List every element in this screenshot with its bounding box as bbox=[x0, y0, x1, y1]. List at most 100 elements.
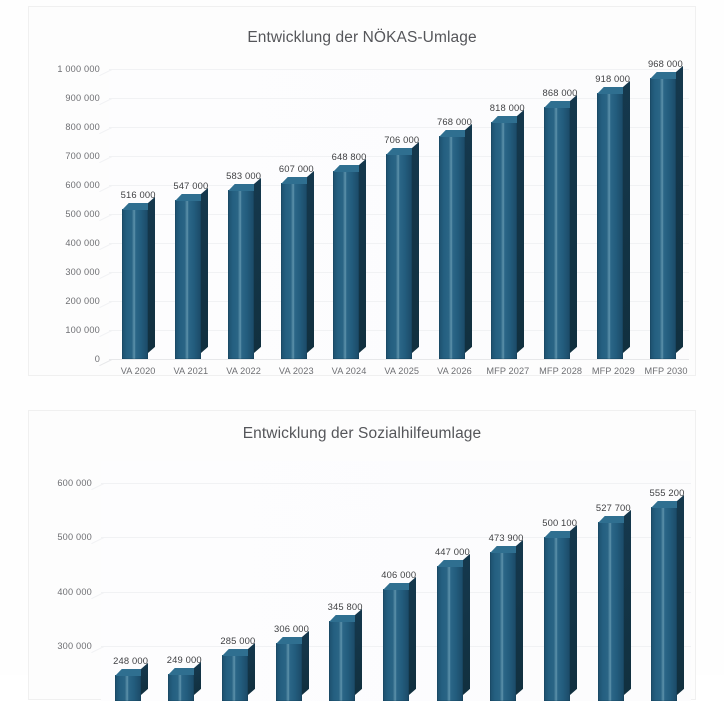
bar-value-label: 706 000 bbox=[384, 134, 420, 146]
bar[interactable]: 648 800 bbox=[332, 151, 366, 359]
chart-title-nokas: Entwicklung der NÖKAS-Umlage bbox=[247, 29, 477, 46]
plot-area-nokas: 0 100 000 200 000 300 000 400 000 500 000 600 … bbox=[29, 7, 695, 376]
bar-group[interactable]: 447 000 bbox=[423, 546, 477, 701]
bar-value-label: 918 000 bbox=[595, 72, 631, 84]
gridline: 0 bbox=[95, 354, 689, 364]
bar-value-label: 555 200 bbox=[649, 487, 685, 499]
bars-sozial: 248 000 249 000 285 000 306 000 345 800 406 0… bbox=[101, 461, 691, 701]
bars-nokas: 516 000 VA 2020 547 000 VA 2021 583 000 VA 20… bbox=[109, 58, 689, 376]
x-axis-tick-label: VA 2021 bbox=[173, 366, 209, 376]
bar-value-label: 306 000 bbox=[274, 623, 309, 635]
x-axis-tick-label: VA 2025 bbox=[384, 366, 420, 376]
bar-group[interactable]: 555 200 bbox=[637, 487, 691, 701]
y-axis-tick-label: 0 bbox=[94, 354, 100, 364]
bar-group[interactable]: 607 000 VA 2023 bbox=[267, 163, 320, 376]
plot-inner-nokas: 0 100 000 200 000 300 000 400 000 500 000 600 … bbox=[57, 58, 689, 376]
bar-value-label: 500 100 bbox=[542, 517, 578, 529]
bar-value-label: 527 700 bbox=[595, 502, 631, 514]
bar-group[interactable]: 406 000 bbox=[369, 569, 423, 701]
bar[interactable]: 473 900 bbox=[489, 532, 523, 701]
bar-group[interactable]: 918 000 MFP 2029 bbox=[584, 73, 637, 376]
bar[interactable]: 345 800 bbox=[328, 601, 362, 701]
bar-group[interactable]: 768 000 VA 2026 bbox=[425, 116, 478, 376]
bar[interactable]: 583 000 bbox=[226, 170, 261, 359]
page-root: Entwicklung der NÖKAS-Umlage 0 100 000 200… bbox=[0, 0, 724, 675]
y-axis-tick-label: 300 000 bbox=[57, 641, 92, 652]
x-axis-tick-label: VA 2024 bbox=[331, 366, 367, 376]
gridline: 900 000 bbox=[65, 93, 689, 103]
bar-value-label: 968 000 bbox=[647, 58, 683, 70]
bar[interactable]: 918 000 bbox=[595, 73, 630, 359]
chart-panel-sozial: Entwicklung der Sozialhilfeumlage 300 00… bbox=[28, 410, 696, 701]
bar-value-label: 473 900 bbox=[488, 531, 524, 543]
plot-inner-sozial: 300 000 400 000 500 000 600 000 248 000 249 … bbox=[57, 461, 691, 701]
bar[interactable]: 706 000 bbox=[384, 134, 419, 359]
bar[interactable]: 818 000 bbox=[490, 102, 525, 359]
bar[interactable]: 868 000 bbox=[542, 87, 577, 359]
bar-value-label: 447 000 bbox=[434, 546, 470, 558]
bar[interactable]: 306 000 bbox=[274, 623, 309, 701]
bar-group[interactable]: 249 000 bbox=[155, 654, 209, 701]
y-axis-tick-label: 1 000 000 bbox=[57, 64, 100, 74]
bar-value-label: 285 000 bbox=[220, 634, 256, 646]
bar[interactable]: 516 000 bbox=[121, 189, 155, 359]
bar-value-label: 345 800 bbox=[327, 601, 363, 613]
bar-group[interactable]: 500 100 bbox=[530, 517, 584, 701]
y-axis-tick-label: 400 000 bbox=[65, 238, 100, 248]
y-axis-tick-label: 200 000 bbox=[65, 296, 100, 306]
bar-value-label: 547 000 bbox=[173, 180, 209, 192]
x-axis-tick-label: VA 2026 bbox=[437, 366, 472, 376]
bar-value-label: 648 800 bbox=[331, 150, 367, 162]
bar-group[interactable]: 868 000 MFP 2028 bbox=[531, 87, 584, 376]
bar-value-label: 249 000 bbox=[166, 654, 202, 666]
bar-group[interactable]: 818 000 MFP 2027 bbox=[478, 102, 531, 376]
x-axis-tick-label: VA 2022 bbox=[226, 366, 261, 376]
bar-group[interactable]: 345 800 bbox=[316, 601, 370, 701]
bar-group[interactable]: 473 900 bbox=[476, 532, 530, 701]
bar[interactable]: 607 000 bbox=[279, 163, 314, 359]
bar[interactable]: 406 000 bbox=[381, 569, 416, 701]
bar[interactable]: 249 000 bbox=[167, 654, 202, 701]
chart-title-sozial: Entwicklung der Sozialhilfeumlage bbox=[242, 425, 482, 442]
y-axis-tick-label: 400 000 bbox=[57, 586, 92, 597]
y-axis-tick-label: 600 000 bbox=[65, 180, 100, 190]
y-axis-tick-label: 800 000 bbox=[65, 122, 100, 132]
bar-group[interactable]: 547 000 VA 2021 bbox=[162, 180, 215, 376]
y-axis-tick-label: 900 000 bbox=[65, 93, 100, 103]
gridline: 1 000 000 bbox=[57, 64, 689, 74]
bar[interactable]: 768 000 bbox=[437, 116, 472, 359]
bar-group[interactable]: 306 000 bbox=[262, 623, 316, 701]
x-axis-tick-label: VA 2023 bbox=[278, 366, 314, 376]
bar-group[interactable]: 968 000 MFP 2030 bbox=[636, 58, 689, 376]
y-axis-tick-label: 700 000 bbox=[65, 151, 100, 161]
bar[interactable]: 555 200 bbox=[649, 487, 684, 701]
bar-group[interactable]: 706 000 VA 2025 bbox=[373, 134, 426, 376]
bar-group[interactable]: 248 000 bbox=[101, 655, 155, 701]
bar-group[interactable]: 583 000 VA 2022 bbox=[214, 170, 267, 376]
bar[interactable]: 500 100 bbox=[542, 517, 577, 701]
bar[interactable]: 248 000 bbox=[113, 655, 148, 701]
bar-group[interactable]: 285 000 bbox=[208, 635, 262, 701]
y-axis-tick-label: 100 000 bbox=[65, 325, 100, 335]
bar-group[interactable]: 516 000 VA 2020 bbox=[109, 189, 162, 376]
bar-value-label: 406 000 bbox=[381, 568, 417, 580]
bar-group[interactable]: 527 700 bbox=[584, 502, 638, 701]
bar-value-label: 516 000 bbox=[120, 189, 156, 201]
x-axis-tick-label: MFP 2029 bbox=[591, 366, 635, 376]
bar[interactable]: 527 700 bbox=[596, 502, 631, 701]
bar-group[interactable]: 648 800 VA 2024 bbox=[320, 151, 373, 376]
bar-value-label: 607 000 bbox=[278, 162, 314, 174]
x-axis-tick-label: MFP 2030 bbox=[644, 366, 688, 376]
x-axis-tick-label: MFP 2028 bbox=[539, 366, 583, 376]
bar[interactable]: 285 000 bbox=[220, 635, 255, 701]
bar[interactable]: 547 000 bbox=[173, 180, 208, 359]
gridline: 800 000 bbox=[65, 122, 689, 132]
bar-value-label: 768 000 bbox=[437, 116, 472, 128]
bar[interactable]: 968 000 bbox=[648, 58, 683, 359]
y-axis-tick-label: 500 000 bbox=[57, 532, 92, 543]
gridline: 600 000 bbox=[57, 478, 691, 488]
plot-area-sozial: 300 000 400 000 500 000 600 000 248 000 249 … bbox=[29, 411, 695, 701]
x-axis-tick-label: MFP 2027 bbox=[486, 366, 530, 376]
bar[interactable]: 447 000 bbox=[435, 546, 470, 701]
y-axis-tick-label: 300 000 bbox=[65, 267, 100, 277]
